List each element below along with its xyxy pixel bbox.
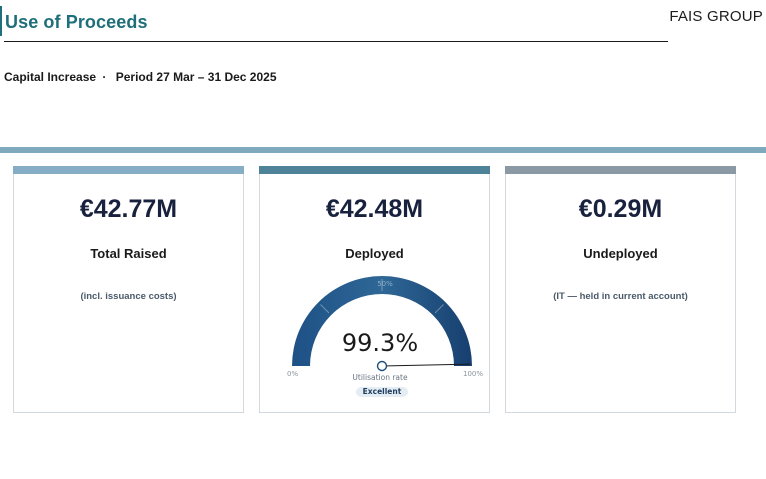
gauge-max-label: 100% bbox=[463, 370, 484, 378]
card-label: Deployed bbox=[345, 246, 404, 261]
brand-logo: FAIS GROUP bbox=[669, 8, 763, 25]
card-label: Total Raised bbox=[90, 246, 167, 261]
kpi-card-deployed: €42.48M Deployed 50% 99.3% 0% 100% Utili… bbox=[259, 166, 490, 413]
gauge-ticks bbox=[320, 279, 444, 314]
gauge-svg bbox=[292, 276, 472, 372]
gauge-min-label: 0% bbox=[287, 370, 299, 378]
card-note: (incl. issuance costs) bbox=[80, 291, 177, 302]
gauge-hub bbox=[376, 360, 388, 372]
utilisation-gauge: 50% 99.3% 0% 100% Utilisation rate Excel… bbox=[280, 266, 490, 406]
kpi-card-total-raised: €42.77M Total Raised (incl. issuance cos… bbox=[13, 166, 244, 413]
gauge-track bbox=[292, 276, 472, 366]
card-accent-bar bbox=[13, 166, 244, 174]
title-accent-bar bbox=[0, 6, 2, 36]
subtitle: Capital Increase · Period 27 Mar – 31 De… bbox=[4, 70, 277, 84]
card-value: €0.29M bbox=[578, 195, 663, 223]
title-rule bbox=[4, 41, 668, 42]
kpi-card-undeployed: €0.29M Undeployed (IT — held in current … bbox=[505, 166, 736, 413]
gauge-caption: Utilisation rate bbox=[352, 373, 408, 382]
gauge-percent: 99.3% bbox=[341, 329, 419, 357]
card-accent-bar bbox=[259, 166, 490, 174]
header-band bbox=[0, 147, 766, 153]
card-note: (IT — held in current account) bbox=[553, 291, 688, 302]
subtitle-period: Period 27 Mar – 31 Dec 2025 bbox=[115, 70, 277, 84]
gauge-needle bbox=[381, 363, 470, 367]
subtitle-separator: · bbox=[102, 70, 107, 84]
subtitle-label: Capital Increase bbox=[4, 70, 97, 84]
card-label: Undeployed bbox=[583, 246, 658, 261]
page-title: Use of Proceeds bbox=[5, 12, 148, 32]
card-value: €42.48M bbox=[325, 195, 424, 223]
status-badge: Excellent bbox=[356, 387, 408, 397]
gauge-tick bbox=[320, 304, 330, 314]
card-value: €42.77M bbox=[79, 195, 178, 223]
gauge-mid-label: 50% bbox=[377, 280, 393, 288]
gauge-tick bbox=[434, 304, 444, 314]
card-accent-bar bbox=[505, 166, 736, 174]
